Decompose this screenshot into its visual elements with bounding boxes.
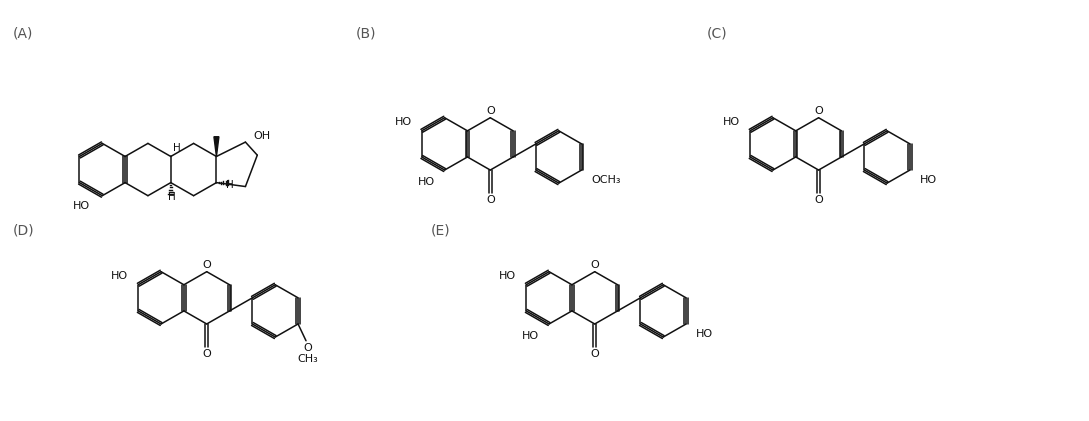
- Text: O: O: [203, 260, 211, 270]
- Polygon shape: [213, 137, 219, 157]
- Text: (B): (B): [356, 27, 377, 40]
- Text: (E): (E): [430, 224, 450, 238]
- Text: (D): (D): [13, 224, 35, 238]
- Text: HO: HO: [696, 329, 713, 339]
- Text: HO: HO: [920, 175, 937, 185]
- Text: CH₃: CH₃: [297, 354, 318, 363]
- Text: HO: HO: [417, 177, 435, 187]
- Text: O: O: [815, 195, 823, 205]
- Text: HO: HO: [522, 331, 539, 341]
- Text: (A): (A): [13, 27, 33, 40]
- Text: O: O: [486, 106, 494, 116]
- Text: H: H: [168, 192, 175, 203]
- Text: O: O: [590, 349, 599, 359]
- Text: H: H: [227, 180, 234, 189]
- Text: (C): (C): [707, 27, 727, 40]
- Text: OH: OH: [254, 131, 270, 141]
- Text: O: O: [203, 349, 211, 359]
- Text: O: O: [304, 343, 313, 353]
- Text: HO: HO: [73, 200, 90, 210]
- Text: O: O: [815, 106, 823, 116]
- Text: HO: HO: [723, 117, 741, 127]
- Text: OCH₃: OCH₃: [591, 175, 621, 185]
- Text: O: O: [486, 195, 494, 205]
- Text: O: O: [590, 260, 599, 270]
- Text: HO: HO: [111, 271, 129, 281]
- Text: HO: HO: [499, 271, 516, 281]
- Text: HO: HO: [394, 117, 412, 127]
- Text: H: H: [173, 143, 181, 152]
